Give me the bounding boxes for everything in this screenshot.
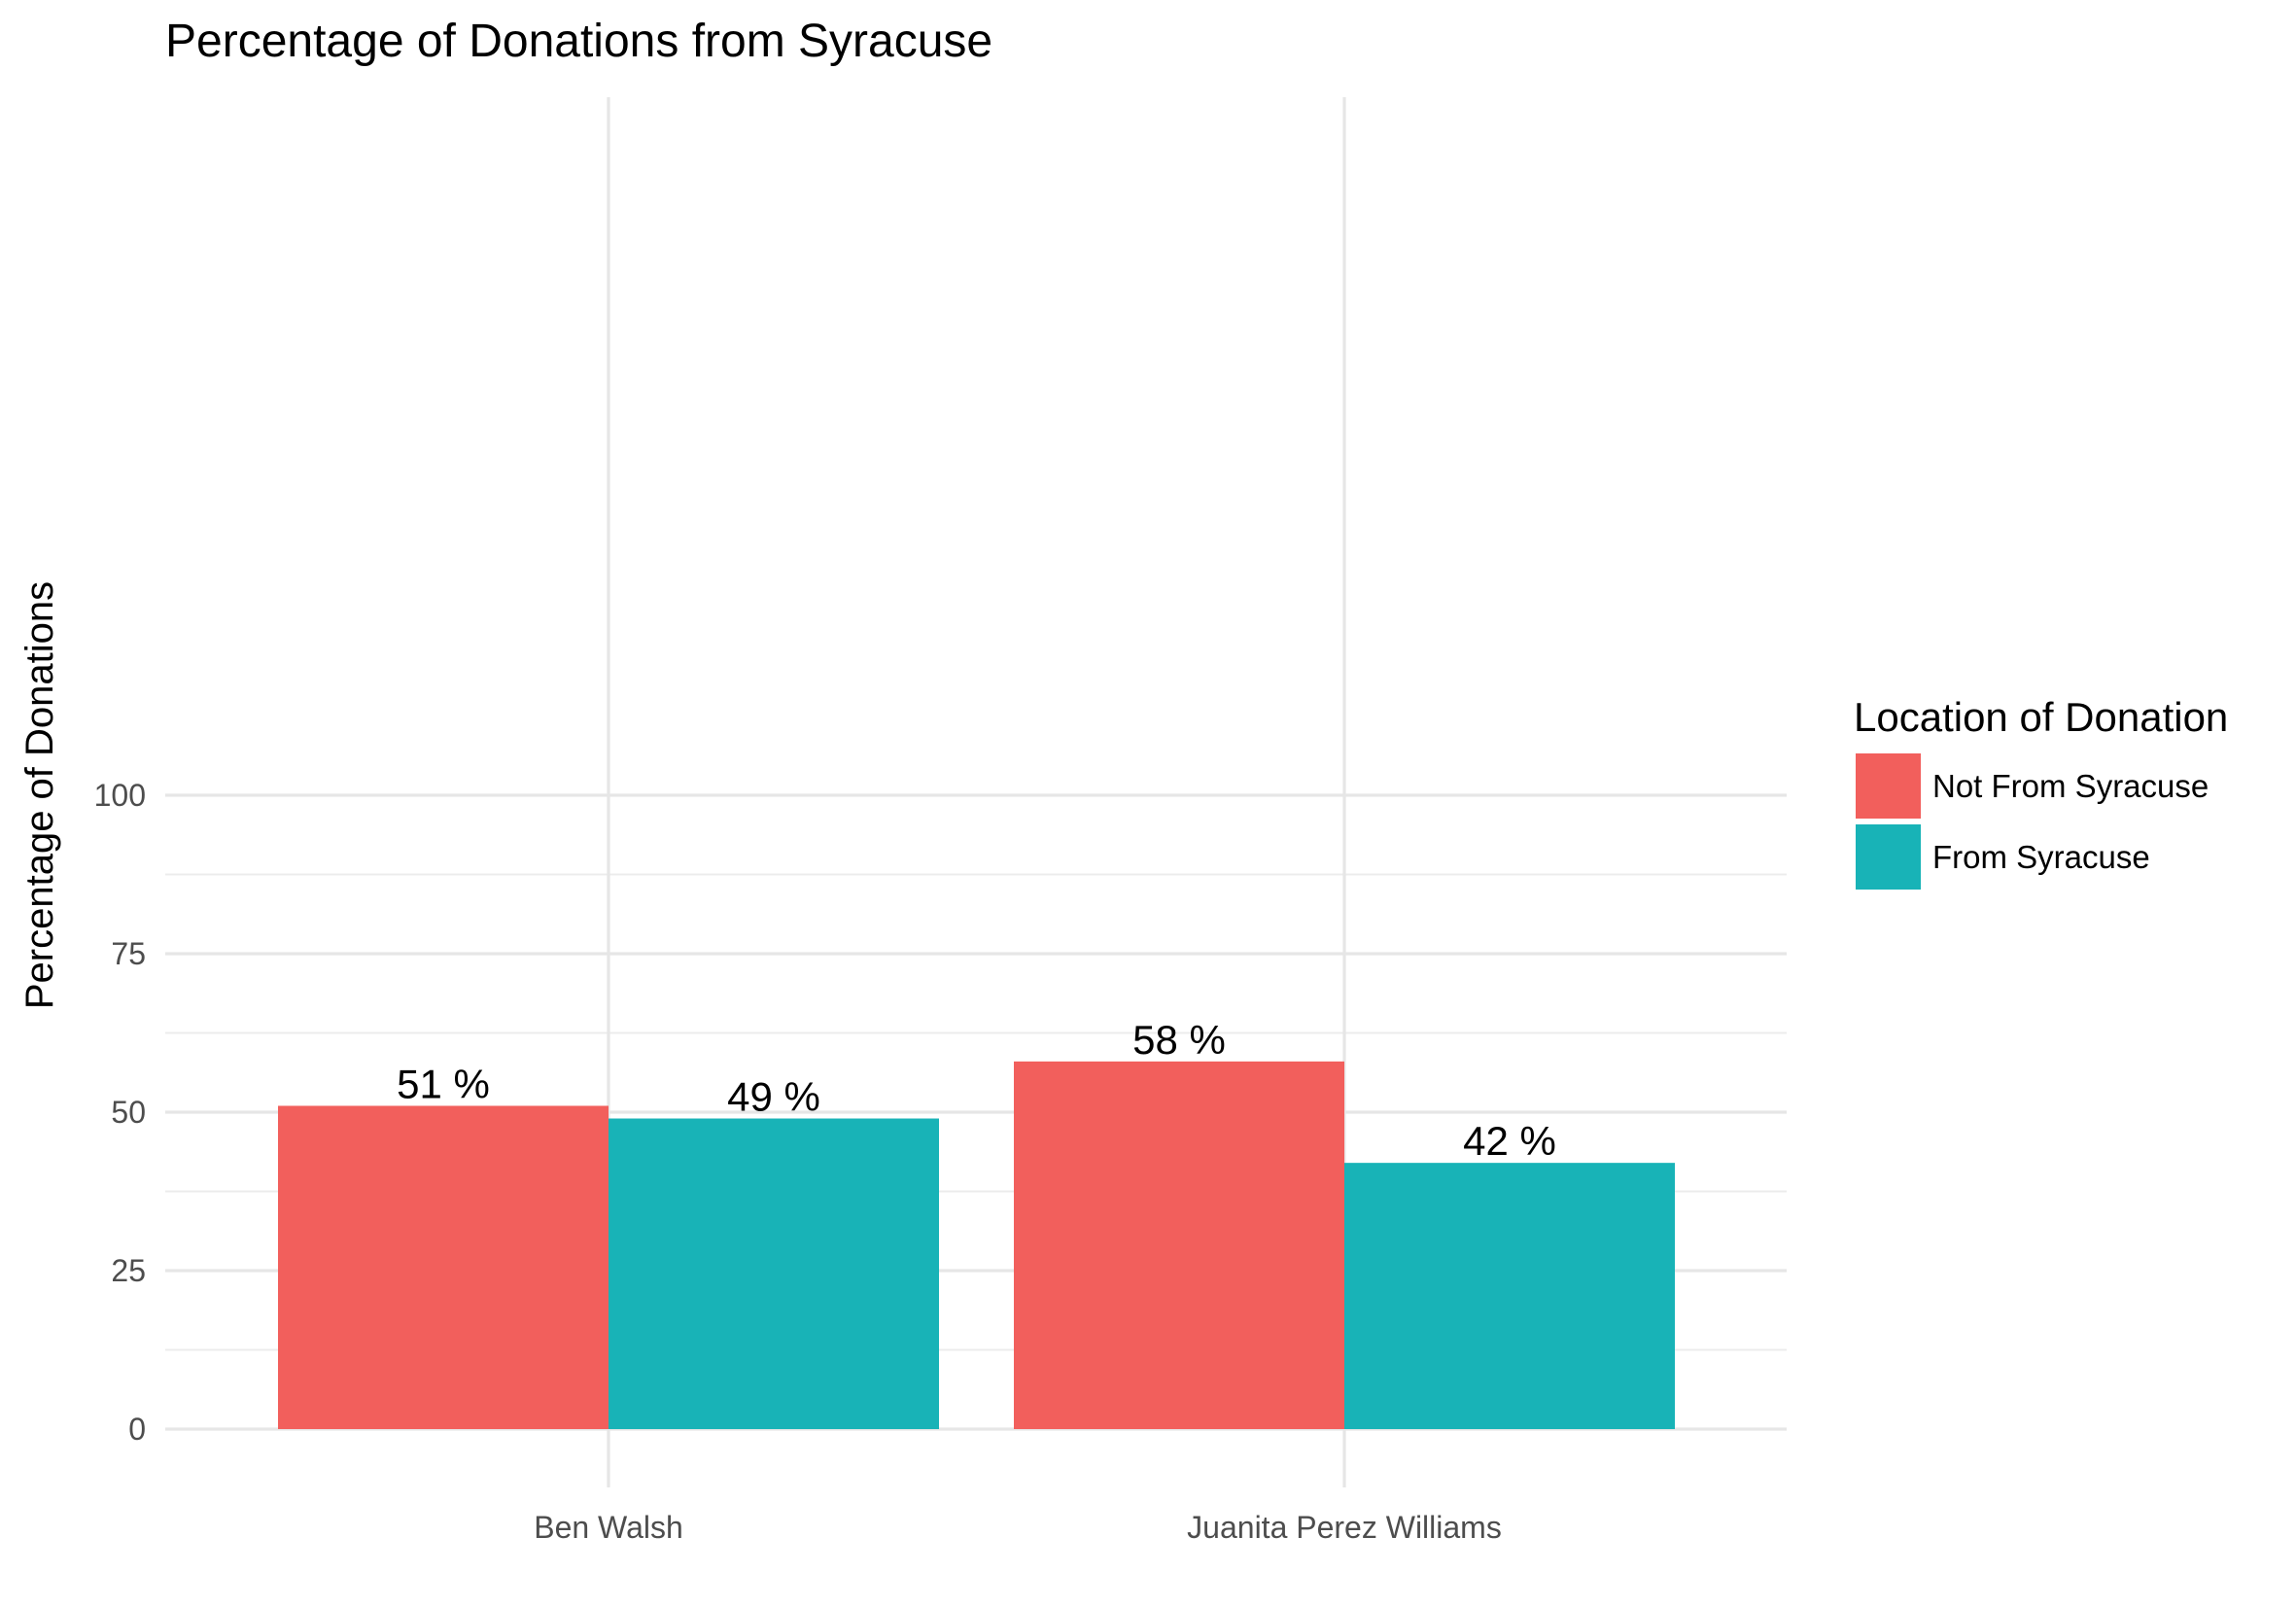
axes: 0 25 50 75 100 Ben Walsh Juanita Perez William…	[94, 778, 1502, 1545]
bar-value-label: 42 %	[1463, 1118, 1556, 1164]
legend-label-not-from-syracuse: Not From Syracuse	[1932, 768, 2209, 804]
bar	[609, 1118, 939, 1429]
y-tick-label: 100	[94, 778, 146, 813]
y-tick-label: 50	[111, 1095, 146, 1130]
y-tick-label: 75	[111, 936, 146, 971]
bar	[1014, 1061, 1344, 1429]
bar	[278, 1105, 609, 1429]
bar-value-label: 49 %	[727, 1074, 820, 1120]
legend-title: Location of Donation	[1854, 694, 2228, 740]
legend: Location of Donation Not From Syracuse F…	[1854, 694, 2228, 890]
chart-title: Percentage of Donations from Syracuse	[165, 16, 992, 67]
x-tick-label: Ben Walsh	[534, 1510, 683, 1545]
legend-swatch-not-from-syracuse	[1856, 753, 1921, 819]
legend-label-from-syracuse: From Syracuse	[1932, 839, 2150, 875]
bar-value-label: 58 %	[1132, 1017, 1226, 1063]
bars	[278, 1061, 1675, 1429]
y-tick-label: 0	[128, 1412, 146, 1447]
legend-swatch-from-syracuse	[1856, 824, 1921, 890]
y-tick-label: 25	[111, 1253, 146, 1288]
bar-value-label: 51 %	[397, 1061, 490, 1106]
y-axis-label: Percentage of Donations	[18, 581, 61, 1009]
bar-labels: 51 % 58 % 49 % 42 %	[397, 1017, 1556, 1164]
bar	[1344, 1163, 1675, 1429]
x-tick-label: Juanita Perez Williams	[1187, 1510, 1502, 1545]
